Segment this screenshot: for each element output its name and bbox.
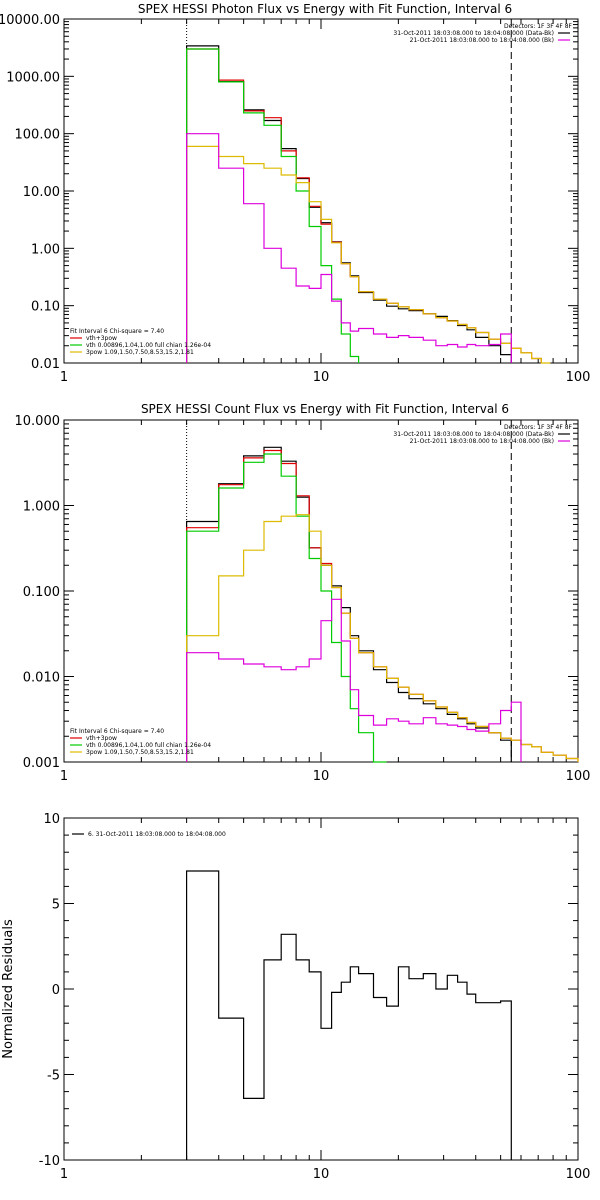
photon-flux-panel: SPEX HESSI Photon Flux vs Energy with Fi… bbox=[0, 2, 590, 385]
series-vth-3pow-line bbox=[186, 48, 542, 363]
legend-label: vth 0.00896,1.04,1.00 full chian 1.26e-0… bbox=[86, 342, 211, 349]
x-tick-label: 1 bbox=[60, 769, 68, 784]
y-tick-label: 10.000 bbox=[15, 414, 61, 429]
panel2-vlines bbox=[186, 420, 512, 762]
panel1-ticks: 1 10 100 0.01 0.10 1.00 10.00 100.00 1000.00 1000… bbox=[0, 13, 590, 385]
panel3-ylabel: Normalized Residuals bbox=[1, 919, 16, 1059]
x-tick-label: 100 bbox=[566, 370, 591, 385]
panel1-title: SPEX HESSI Photon Flux vs Energy with Fi… bbox=[138, 2, 512, 16]
legend-label: 21-Oct-2011 18:03:08.000 to 18:04:08.000… bbox=[410, 438, 554, 445]
legend-label: vth+3pow bbox=[86, 335, 117, 342]
legend-label: Detectors: 1F 3F 4F 8F bbox=[504, 424, 573, 431]
series-background-line bbox=[186, 598, 522, 762]
legend-label: Fit Interval 6 Chi-square = 7.40 bbox=[70, 328, 164, 335]
legend-label: 6. 31-Oct-2011 18:03:08.000 to 18:04:08.… bbox=[88, 831, 226, 838]
x-tick-label: 100 bbox=[566, 769, 591, 784]
x-tick-label: 10 bbox=[313, 370, 330, 385]
series-vth-line bbox=[186, 453, 387, 763]
x-tick-label: 1 bbox=[60, 1167, 68, 1182]
legend-label: 31-Oct-2011 18:03:08.000 to 18:04:08.000… bbox=[393, 30, 554, 37]
series-data-line bbox=[186, 45, 512, 363]
y-tick-label: -5 bbox=[47, 1069, 60, 1084]
legend-label: vth+3pow bbox=[86, 735, 117, 742]
x-tick-label: 1 bbox=[60, 370, 68, 385]
legend-label: 31-Oct-2011 18:03:08.000 to 18:04:08.000… bbox=[393, 431, 554, 438]
panel1-frame bbox=[63, 18, 579, 364]
y-tick-label: 1.00 bbox=[31, 242, 60, 257]
panel3-series bbox=[186, 870, 512, 1160]
residuals-panel: Normalized Residuals 1 10 100 10 5 0 -5 -10 6. … bbox=[1, 812, 590, 1182]
series-data-line bbox=[186, 446, 512, 762]
panel2-title: SPEX HESSI Count Flux vs Energy with Fit… bbox=[141, 402, 509, 416]
legend-label: 21-Oct-2011 18:03:08.000 to 18:04:08.000… bbox=[410, 37, 554, 44]
y-tick-label: 1000.00 bbox=[6, 70, 60, 85]
series-vth-line bbox=[186, 48, 360, 363]
x-tick-label: 10 bbox=[313, 1167, 330, 1182]
x-tick-label: 100 bbox=[566, 1167, 591, 1182]
series-vth-3pow-line bbox=[186, 449, 579, 762]
panel1-series bbox=[186, 45, 551, 364]
y-tick-label: 100.00 bbox=[15, 128, 61, 143]
y-tick-label: 0.010 bbox=[23, 671, 60, 686]
panel2-legend-bottom-left: Fit Interval 6 Chi-square = 7.40vth+3pow… bbox=[70, 728, 211, 756]
y-tick-label: 10.00 bbox=[23, 185, 60, 200]
y-tick-label: -10 bbox=[39, 1154, 60, 1169]
series-6-31-oct-2011-18-03-08-000-to-18-04-08-000-line bbox=[186, 870, 512, 1160]
legend-label: vth 0.00896,1.04,1.00 full chian 1.26e-0… bbox=[86, 742, 211, 749]
y-tick-label: 0.01 bbox=[31, 357, 60, 372]
legend-label: Fit Interval 6 Chi-square = 7.40 bbox=[70, 728, 164, 735]
series-3pow-line bbox=[186, 145, 551, 364]
panel2-ticks: 1 10 100 0.001 0.010 0.100 1.000 10.000 bbox=[15, 414, 591, 784]
panel2-series bbox=[186, 446, 579, 763]
y-tick-label: 1.000 bbox=[23, 500, 60, 515]
panel1-legend-bottom-left: Fit Interval 6 Chi-square = 7.40vth+3pow… bbox=[70, 328, 211, 356]
x-tick-label: 10 bbox=[313, 769, 330, 784]
y-tick-label: 5 bbox=[52, 898, 60, 913]
legend-label: Detectors: 1F 3F 4F 8F bbox=[504, 23, 573, 30]
y-tick-label: 10 bbox=[43, 812, 60, 827]
panel3-ticks: 1 10 100 10 5 0 -5 -10 bbox=[39, 812, 591, 1182]
y-tick-label: 0.100 bbox=[23, 585, 60, 600]
panel1-vlines bbox=[186, 19, 512, 363]
legend-label: 3pow 1.09,1.50,7.50,8.53,15.2,1.81 bbox=[86, 349, 194, 356]
y-tick-label: 0.001 bbox=[23, 756, 60, 771]
legend-label: 3pow 1.09,1.50,7.50,8.53,15.2,1.81 bbox=[86, 749, 194, 756]
panel3-legend: 6. 31-Oct-2011 18:03:08.000 to 18:04:08.… bbox=[72, 831, 226, 838]
y-tick-label: 0 bbox=[52, 983, 60, 998]
y-tick-label: 0.10 bbox=[31, 300, 60, 315]
y-tick-label: 10000.00 bbox=[0, 13, 60, 28]
count-flux-panel: SPEX HESSI Count Flux vs Energy with Fit… bbox=[15, 402, 591, 784]
series-background-line bbox=[186, 133, 512, 363]
